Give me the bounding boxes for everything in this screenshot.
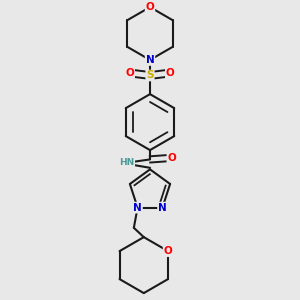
Text: O: O xyxy=(166,68,175,78)
Text: N: N xyxy=(158,202,167,213)
Text: O: O xyxy=(146,2,154,12)
Text: S: S xyxy=(146,70,154,80)
Text: O: O xyxy=(167,153,176,163)
Text: N: N xyxy=(146,55,154,65)
Text: O: O xyxy=(164,246,172,256)
Text: O: O xyxy=(125,68,134,78)
Text: HN: HN xyxy=(119,158,134,167)
Text: N: N xyxy=(133,202,142,213)
